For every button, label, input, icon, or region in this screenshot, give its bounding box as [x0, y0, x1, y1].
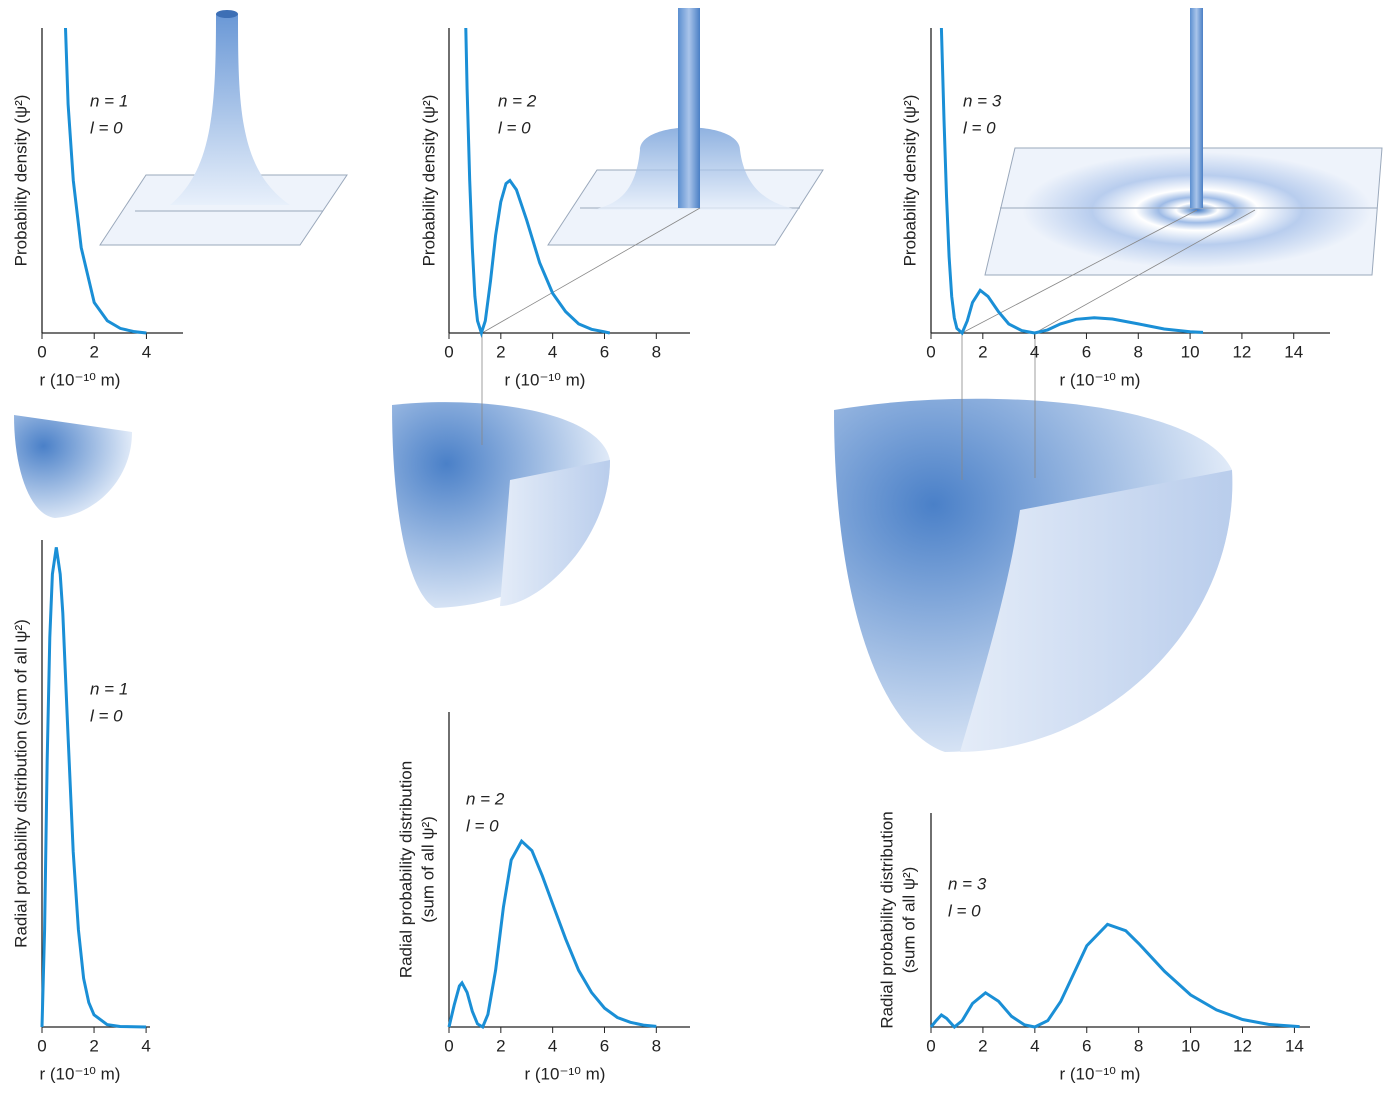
x-axis-label: r (10⁻¹⁰ m) — [525, 1064, 606, 1083]
y-axis-label: Probability density (ψ²) — [419, 95, 438, 267]
surface-peak — [678, 8, 700, 208]
annotation: l = 0 — [466, 816, 499, 835]
x-tick-label: 8 — [652, 1036, 661, 1055]
sphere-cutaway — [14, 415, 132, 518]
x-tick-label: 4 — [1030, 1036, 1039, 1055]
x-axis-label: r (10⁻¹⁰ m) — [40, 370, 121, 389]
x-tick-label: 0 — [37, 1036, 46, 1055]
x-tick-label: 0 — [926, 342, 935, 361]
line — [929, 922, 1300, 1030]
y-axis-label: Probability density (ψ²) — [900, 95, 919, 267]
line — [464, 27, 611, 338]
x-tick-label: 8 — [1134, 342, 1143, 361]
line — [447, 838, 657, 1030]
x-tick-label: 10 — [1181, 1036, 1200, 1055]
x-tick-label: 6 — [600, 342, 609, 361]
x-axis-label: r (10⁻¹⁰ m) — [1060, 1064, 1141, 1083]
sphere-cut — [960, 470, 1233, 752]
x-tick-label: 2 — [496, 1036, 505, 1055]
x-axis-label: r (10⁻¹⁰ m) — [40, 1064, 121, 1083]
x-tick-label: 12 — [1233, 1036, 1252, 1055]
x-tick-label: 2 — [978, 1036, 987, 1055]
annotation: l = 0 — [963, 118, 996, 137]
x-tick-label: 12 — [1232, 342, 1251, 361]
x-tick-label: 0 — [444, 342, 453, 361]
y-axis-label: (sum of all ψ²) — [418, 816, 437, 923]
x-tick-label: 6 — [600, 1036, 609, 1055]
x-tick-label: 4 — [548, 1036, 557, 1055]
x-tick-label: 14 — [1285, 1036, 1304, 1055]
y-axis-label: Radial probability distribution — [877, 811, 896, 1028]
sphere-cut — [500, 460, 610, 606]
peak-top — [216, 10, 238, 18]
annotation: l = 0 — [498, 118, 531, 137]
x-tick-label: 4 — [141, 1036, 150, 1055]
annotation: n = 2 — [498, 91, 537, 110]
surface-peak — [1190, 8, 1203, 208]
line — [64, 27, 147, 335]
annotation: l = 0 — [948, 901, 981, 920]
x-tick-label: 2 — [496, 342, 505, 361]
x-tick-label: 8 — [652, 342, 661, 361]
x-tick-label: 0 — [444, 1036, 453, 1055]
illustrations — [14, 8, 1383, 752]
plane — [99, 174, 348, 246]
x-axis-label: r (10⁻¹⁰ m) — [1060, 370, 1141, 389]
surface-peak — [170, 14, 290, 205]
x-tick-label: 8 — [1134, 1036, 1143, 1055]
x-axis-label: r (10⁻¹⁰ m) — [505, 370, 586, 389]
y-axis-label: Radial probability distribution — [396, 761, 415, 978]
x-tick-label: 6 — [1082, 342, 1091, 361]
y-axis-label: (sum of all ψ²) — [899, 867, 918, 974]
x-tick-label: 2 — [89, 1036, 98, 1055]
x-tick-label: 0 — [37, 342, 46, 361]
annotation: l = 0 — [90, 118, 123, 137]
x-tick-label: 4 — [1030, 342, 1039, 361]
x-tick-label: 14 — [1284, 342, 1303, 361]
x-tick-label: 10 — [1181, 342, 1200, 361]
line — [40, 547, 147, 1029]
annotation: n = 3 — [963, 91, 1002, 110]
leader-lines — [481, 333, 1036, 480]
line — [939, 27, 1204, 336]
x-tick-label: 2 — [978, 342, 987, 361]
y-axis-label: Probability density (ψ²) — [11, 95, 30, 267]
x-tick-label: 4 — [142, 342, 151, 361]
x-tick-label: 6 — [1082, 1036, 1091, 1055]
annotation: l = 0 — [90, 706, 123, 725]
leader-lines — [481, 207, 1256, 334]
x-tick-label: 0 — [926, 1036, 935, 1055]
y-axis-label: Radial probability distribution (sum of … — [11, 619, 30, 948]
x-tick-label: 2 — [89, 342, 98, 361]
x-tick-label: 4 — [548, 342, 557, 361]
annotation: n = 1 — [90, 679, 128, 698]
annotation: n = 1 — [90, 91, 128, 110]
annotation: n = 3 — [948, 874, 987, 893]
annotation: n = 2 — [466, 789, 505, 808]
